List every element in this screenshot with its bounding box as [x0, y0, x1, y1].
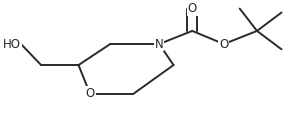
- Text: O: O: [86, 87, 95, 100]
- Text: HO: HO: [3, 38, 21, 51]
- Text: O: O: [188, 2, 197, 15]
- Text: O: O: [219, 38, 229, 51]
- Text: N: N: [155, 38, 164, 51]
